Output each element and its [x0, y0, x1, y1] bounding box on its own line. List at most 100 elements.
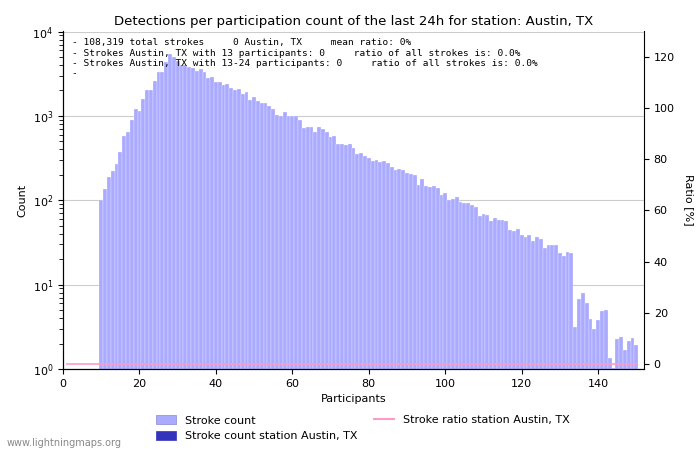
Bar — [623, 350, 626, 450]
Bar — [577, 299, 581, 450]
Bar — [130, 120, 134, 450]
Bar — [371, 161, 374, 450]
Bar — [286, 116, 290, 450]
Bar — [306, 127, 309, 450]
Bar — [584, 303, 589, 450]
Bar — [88, 369, 92, 450]
Bar — [474, 207, 477, 450]
Bar — [558, 253, 562, 450]
X-axis label: Participants: Participants — [321, 394, 386, 404]
Bar — [298, 120, 302, 450]
Bar — [348, 144, 351, 450]
Bar — [241, 94, 244, 450]
Bar — [302, 128, 306, 450]
Bar — [180, 65, 183, 450]
Bar — [631, 338, 634, 450]
Bar — [141, 99, 145, 450]
Bar — [336, 144, 340, 450]
Text: www.lightningmaps.org: www.lightningmaps.org — [7, 438, 122, 448]
Bar — [202, 72, 206, 450]
Bar — [592, 329, 596, 450]
Bar — [378, 162, 382, 450]
Bar — [214, 82, 218, 450]
Bar — [111, 171, 115, 450]
Bar — [69, 369, 73, 450]
Bar — [115, 164, 118, 450]
Bar — [508, 230, 512, 450]
Bar — [237, 89, 241, 450]
Bar — [65, 369, 69, 450]
Bar — [566, 252, 570, 450]
Bar — [440, 195, 443, 450]
Y-axis label: Count: Count — [17, 184, 27, 217]
Bar — [477, 216, 482, 450]
Bar — [500, 220, 505, 450]
Bar — [122, 136, 126, 450]
Bar — [191, 68, 195, 450]
Bar — [435, 189, 440, 450]
Bar — [482, 214, 485, 450]
Bar — [225, 84, 230, 450]
Bar — [401, 170, 405, 450]
Bar — [547, 245, 550, 450]
Bar — [428, 187, 432, 450]
Bar — [222, 85, 225, 450]
Bar — [382, 161, 386, 450]
Bar — [516, 229, 520, 450]
Bar — [531, 241, 535, 450]
Bar — [489, 221, 493, 450]
Bar — [363, 156, 367, 450]
Bar — [149, 90, 153, 450]
Bar — [386, 163, 390, 450]
Bar — [164, 62, 168, 450]
Bar — [344, 145, 348, 450]
Bar — [455, 197, 458, 450]
Bar — [405, 173, 409, 450]
Bar — [84, 369, 88, 450]
Bar — [451, 199, 455, 450]
Bar — [374, 161, 378, 450]
Bar — [359, 153, 363, 450]
Bar — [80, 369, 84, 450]
Bar — [95, 369, 99, 450]
Bar — [390, 167, 393, 450]
Bar — [283, 112, 286, 450]
Bar — [493, 218, 497, 450]
Bar — [230, 89, 233, 450]
Bar — [512, 231, 516, 450]
Bar — [554, 245, 558, 450]
Bar — [329, 137, 332, 450]
Bar — [275, 115, 279, 450]
Bar — [294, 116, 298, 450]
Bar — [550, 245, 554, 450]
Bar — [615, 339, 620, 450]
Bar — [290, 116, 294, 450]
Bar — [573, 327, 577, 450]
Bar — [73, 369, 76, 450]
Bar — [398, 169, 401, 450]
Bar — [470, 205, 474, 450]
Bar — [244, 91, 248, 450]
Bar — [608, 358, 612, 450]
Bar — [443, 193, 447, 450]
Bar — [485, 215, 489, 450]
Bar — [172, 57, 176, 450]
Bar — [195, 72, 199, 450]
Bar — [596, 320, 600, 450]
Bar — [160, 72, 164, 450]
Bar — [126, 132, 130, 450]
Bar — [612, 369, 615, 450]
Bar — [92, 369, 95, 450]
Bar — [199, 69, 202, 450]
Bar — [505, 221, 508, 450]
Bar — [206, 77, 210, 450]
Bar — [134, 109, 137, 450]
Bar — [260, 103, 264, 450]
Bar — [634, 345, 638, 450]
Bar — [103, 189, 107, 450]
Bar — [325, 132, 329, 450]
Bar — [176, 61, 180, 450]
Bar — [210, 77, 214, 450]
Bar — [218, 82, 222, 450]
Bar — [581, 293, 584, 450]
